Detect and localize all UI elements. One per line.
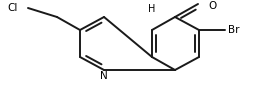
Text: H: H bbox=[148, 4, 156, 14]
Text: Cl: Cl bbox=[8, 3, 18, 13]
Text: O: O bbox=[208, 1, 216, 11]
Text: Br: Br bbox=[228, 25, 240, 35]
Text: N: N bbox=[100, 71, 108, 81]
